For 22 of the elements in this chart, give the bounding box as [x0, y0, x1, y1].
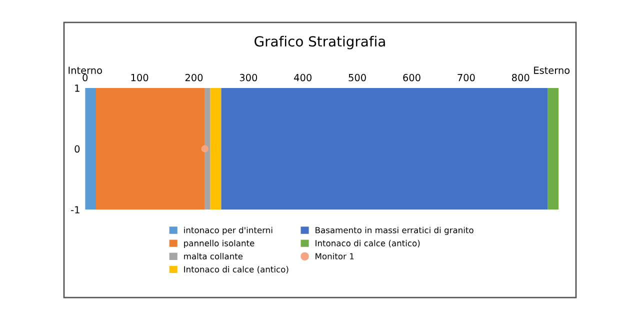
x-tick-label: 500 [348, 74, 366, 82]
chart-title: Grafico Stratigrafia [254, 36, 385, 50]
y-tick-label: 1 [75, 84, 80, 92]
legend-label: Intonaco di calce (antico) [316, 240, 420, 248]
x-tick-label: 600 [403, 74, 420, 82]
legend-label: pannello isolante [184, 240, 254, 248]
x-tick-label: 300 [240, 74, 258, 82]
text: Esterno [534, 66, 570, 74]
legend-label: intonaco per d'interni [184, 226, 272, 235]
x-tick-label: 700 [458, 74, 475, 82]
y-tick-label: 0 [74, 145, 80, 153]
y-tick-label: -1 [71, 206, 80, 214]
legend-label: Basamento in massi erratici di granito [316, 226, 474, 235]
x-tick-label: 400 [294, 74, 312, 82]
legend-label: malta collante [184, 252, 243, 260]
x-tick-label: 0 [82, 74, 88, 82]
x-tick-label: 200 [185, 74, 203, 82]
text: Interno [68, 66, 102, 74]
x-tick-label: 100 [131, 74, 148, 82]
legend-label: Monitor 1 [316, 252, 354, 260]
x-tick-label: 800 [512, 74, 530, 82]
legend-label: Intonaco di calce (antico) [184, 266, 288, 274]
